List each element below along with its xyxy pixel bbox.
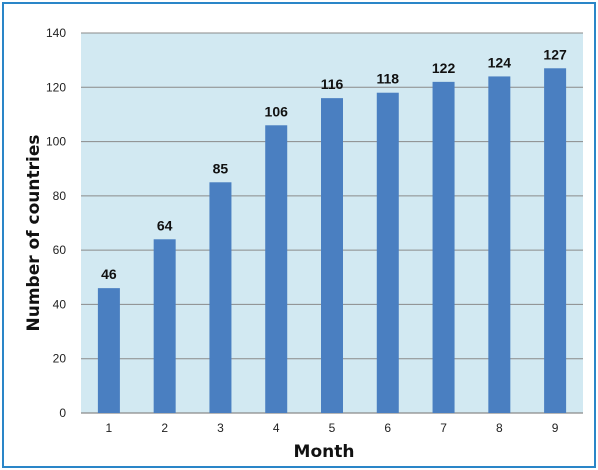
- y-tick-label: 20: [53, 352, 67, 366]
- y-tick-label: 120: [46, 80, 66, 94]
- x-tick-label: 7: [440, 421, 447, 435]
- bar-series: [97, 68, 567, 414]
- x-tick-label: 3: [217, 421, 224, 435]
- bar: [97, 288, 120, 413]
- bar: [209, 182, 232, 413]
- y-tick-label: 60: [53, 243, 67, 257]
- bar: [432, 81, 455, 413]
- x-tick-label: 6: [384, 421, 391, 435]
- y-tick-label: 140: [46, 26, 66, 40]
- data-label: 122: [432, 60, 456, 76]
- data-label: 127: [543, 46, 567, 62]
- bar: [153, 239, 176, 413]
- x-axis-title: Month: [294, 442, 355, 462]
- bar: [321, 98, 343, 414]
- x-tick-label: 1: [106, 421, 113, 435]
- y-tick-label: 80: [53, 189, 67, 203]
- x-tick-label: 4: [273, 421, 280, 435]
- y-axis-ticks: 0 20 40 60 80 100 120 140: [46, 26, 66, 420]
- x-axis-ticks: 1 2 3 4 5 6 7 8 9: [106, 421, 559, 435]
- bar: [544, 68, 567, 414]
- bar: [265, 125, 288, 414]
- x-tick-label: 5: [329, 421, 336, 435]
- data-label: 116: [321, 76, 344, 92]
- bar: [376, 92, 399, 413]
- data-label: 46: [101, 266, 117, 282]
- y-tick-label: 0: [59, 406, 66, 420]
- data-label: 85: [213, 160, 229, 176]
- data-labels: 46 64 85 106 116 118 122 124 127: [101, 46, 567, 282]
- data-label: 124: [488, 54, 512, 70]
- y-axis-title: Number of countries: [24, 135, 44, 332]
- y-tick-label: 40: [53, 297, 67, 311]
- data-label: 118: [376, 71, 399, 87]
- y-tick-label: 100: [46, 135, 66, 149]
- x-tick-label: 8: [496, 421, 503, 435]
- x-tick-label: 9: [552, 421, 559, 435]
- bar: [488, 76, 511, 413]
- data-label: 106: [265, 103, 289, 119]
- data-label: 64: [157, 217, 173, 233]
- x-tick-label: 2: [161, 421, 168, 435]
